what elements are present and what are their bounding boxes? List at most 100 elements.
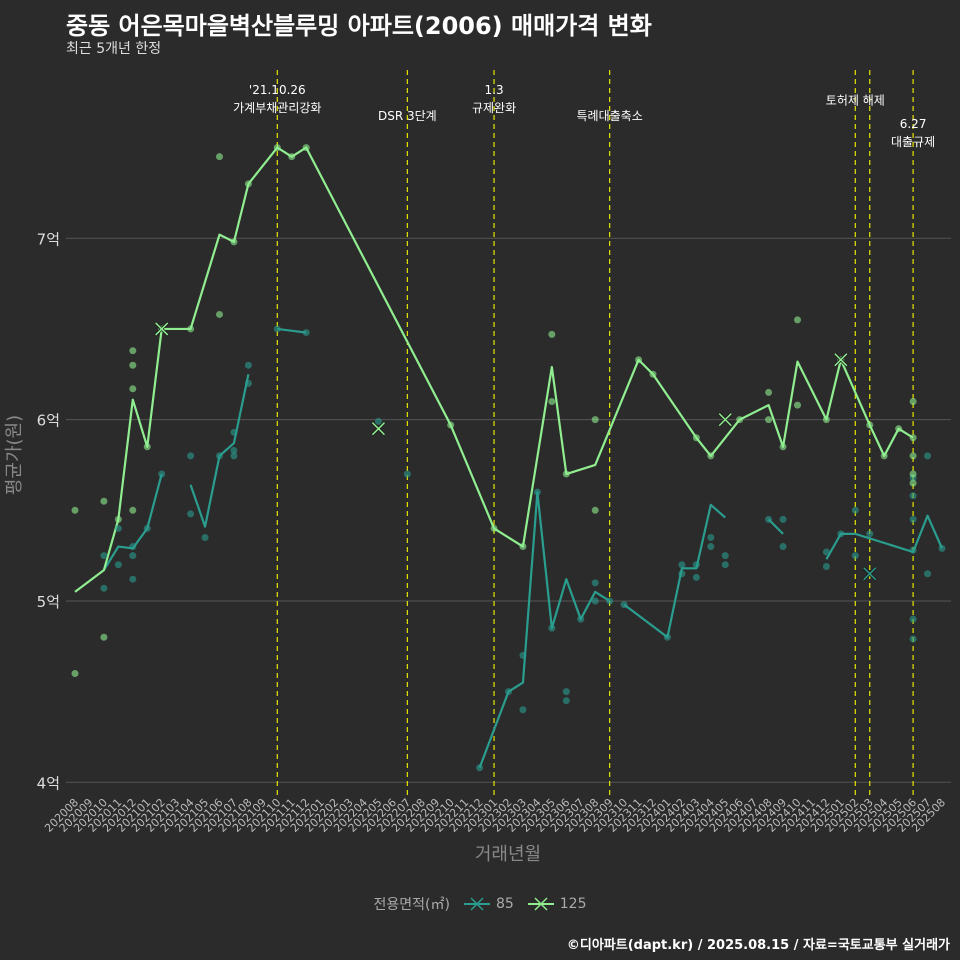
- legend-title: 전용면적(㎡): [373, 897, 450, 913]
- legend: 전용면적(㎡) 85 125: [0, 894, 960, 914]
- series-85-point: [476, 764, 484, 772]
- legend-label-125: 125: [559, 896, 587, 912]
- series-85-point: [577, 615, 585, 623]
- series-125-point: [230, 238, 238, 246]
- series-85-point: [707, 543, 715, 551]
- series-85-point: [230, 452, 238, 460]
- series-125-point: [129, 385, 137, 393]
- series-125-point: [591, 506, 599, 514]
- series-85-point: [519, 651, 527, 659]
- series-125-point: [143, 443, 151, 451]
- series-125-point: [100, 633, 108, 641]
- series-85-point: [129, 543, 137, 551]
- series-85-point: [909, 546, 917, 554]
- series-85-line: [277, 327, 307, 334]
- x-axis-label: 거래년월: [475, 844, 541, 865]
- cross-stroke: [834, 353, 848, 367]
- chart-subtitle: 최근 5개년 한정: [66, 41, 162, 57]
- series-85-cross: [862, 566, 877, 581]
- series-85-point: [158, 470, 166, 478]
- event-label: '21.10.26: [249, 83, 306, 97]
- y-axis-label: 평균가(원): [4, 415, 25, 495]
- series-85-point: [924, 570, 932, 578]
- series-85-point: [866, 530, 874, 538]
- series-85-point: [663, 633, 671, 641]
- series-125-point: [129, 361, 137, 369]
- series-85-point: [230, 428, 238, 436]
- series-85-point: [100, 552, 108, 560]
- series-85-point: [822, 563, 830, 571]
- series-85-point: [533, 488, 541, 496]
- series-85-point: [591, 579, 599, 587]
- series-85-point: [591, 597, 599, 605]
- series-85-line: [189, 374, 250, 528]
- series-125-point: [71, 670, 79, 677]
- series-125-point: [909, 434, 917, 442]
- event-label: 규제완화: [472, 101, 516, 115]
- series-125-point: [779, 443, 787, 451]
- event-label: 가계부채관리강화: [233, 101, 321, 115]
- series-125-cross: [371, 421, 386, 436]
- series-85-point: [938, 544, 946, 552]
- series-85-point: [143, 524, 151, 532]
- legend-key-125-icon: [527, 897, 554, 911]
- series-125-point: [288, 153, 296, 161]
- series-85-point: [562, 697, 570, 705]
- series-85-line: [478, 491, 611, 769]
- y-tick-label: 4억: [37, 774, 60, 792]
- cross-stroke: [863, 567, 877, 581]
- event-label: 토허제 해제: [826, 93, 885, 107]
- series-125-point: [71, 506, 79, 514]
- series-125-point: [187, 325, 195, 333]
- x-tick-labels: 2020082020092020102020112020122021012021…: [42, 796, 948, 835]
- y-tick-label: 6억: [37, 412, 60, 430]
- series-85-point: [692, 561, 700, 569]
- series-85-point: [244, 379, 252, 387]
- event-label: 1.3: [485, 83, 504, 97]
- chart-title: 중동 어은목마을벽산블루밍 아파트(2006) 매매가격 변화: [66, 12, 652, 40]
- series-85-point: [302, 329, 310, 337]
- series-125-point: [736, 416, 744, 424]
- legend-item-125: 125: [527, 896, 587, 912]
- event-label: 6.27: [900, 117, 927, 131]
- series-125-cross: [154, 321, 169, 337]
- series-125-point: [100, 497, 108, 505]
- series-85-point: [230, 446, 238, 454]
- series-85-point: [114, 524, 122, 532]
- series-85-point: [606, 597, 614, 605]
- series-85-point: [678, 570, 686, 578]
- series-85-point: [721, 561, 729, 569]
- series-125-point: [129, 347, 137, 355]
- series-85-point: [216, 452, 223, 460]
- cross-stroke: [155, 322, 169, 336]
- series-85-point: [851, 506, 859, 514]
- series-85-point: [678, 561, 686, 569]
- series-125-point: [765, 416, 773, 424]
- series-85-point: [273, 325, 281, 333]
- series-85-point: [244, 361, 252, 369]
- series-85-point: [201, 533, 209, 541]
- series-125-point: [866, 421, 874, 429]
- series-125-point: [129, 506, 137, 514]
- series-85-point: [519, 706, 527, 714]
- series-85-point: [505, 688, 512, 696]
- series-85-point: [114, 561, 122, 569]
- event-label: DSR 3단계: [378, 109, 437, 123]
- series-125-point: [562, 470, 570, 478]
- series-125-point: [765, 388, 773, 396]
- series-125-point: [909, 452, 917, 460]
- series-125-point: [635, 356, 643, 364]
- series-85-point: [851, 552, 859, 560]
- series-125-point: [591, 416, 599, 424]
- series-125-point: [519, 543, 527, 551]
- series-125-point: [707, 452, 715, 460]
- series-125-point: [302, 144, 310, 152]
- series-85-point: [909, 492, 917, 500]
- series-125-cross: [718, 412, 733, 427]
- series-85-point: [562, 688, 570, 696]
- series-125-point: [548, 397, 556, 405]
- source-caption: ©디아파트(dapt.kr) / 2025.08.15 / 자료=국토교통부 실…: [566, 938, 950, 953]
- series-125-point: [692, 434, 700, 442]
